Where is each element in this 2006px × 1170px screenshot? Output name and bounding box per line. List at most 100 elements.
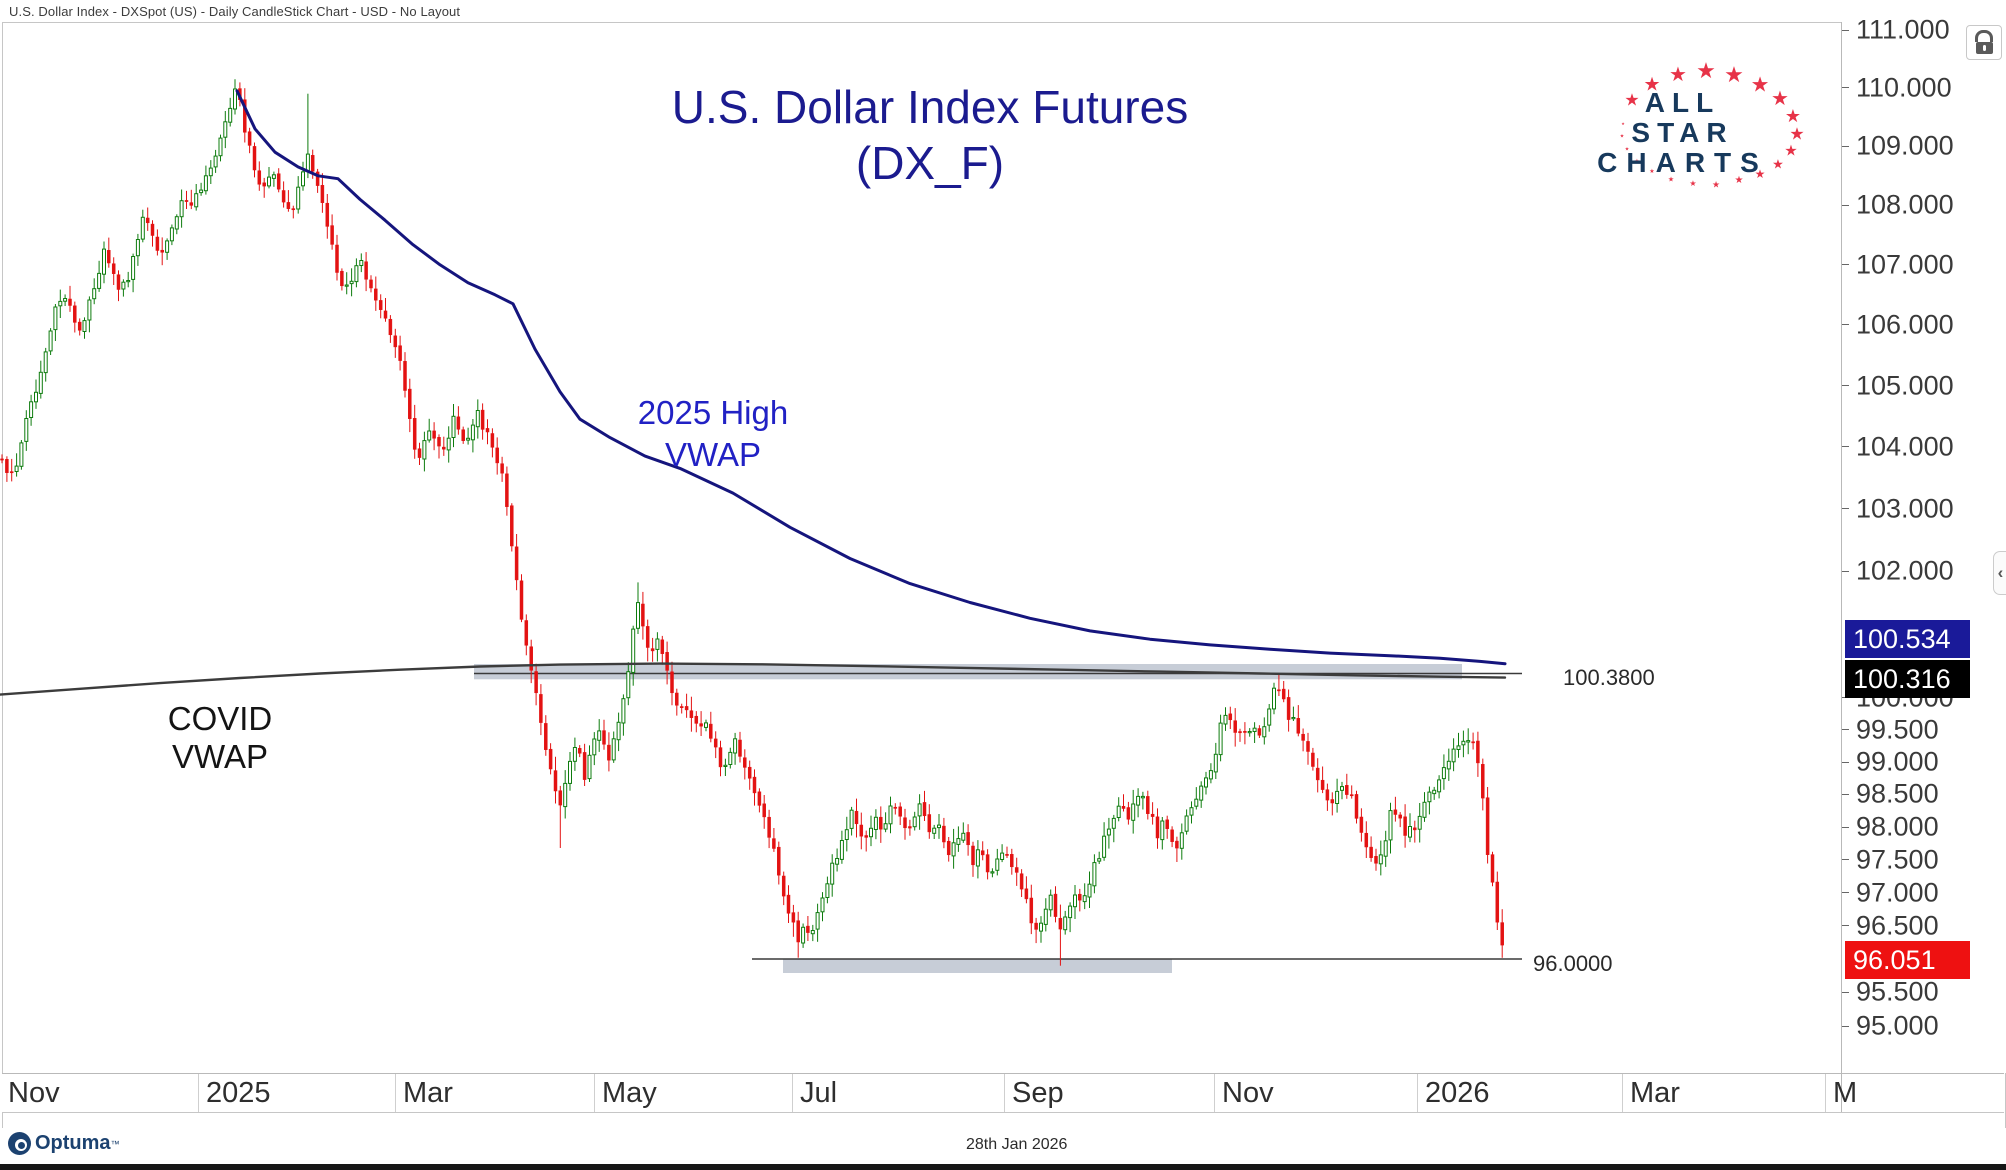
allstarcharts-logo: ★ ★ ★ ★ ★ ★ ★ ★ ★ ★ ★ ★ ★ ★ ★ ★ ★ ★ ★ ★ ★ ALL STAR CHARTS xyxy=(1590,60,1820,195)
price-tick-label: 98.500 xyxy=(1856,778,1939,809)
star-icon: ★ xyxy=(1711,179,1721,190)
price-axis[interactable]: 111.000 110.000 109.000 108.000 107.000 106.0… xyxy=(1841,15,2006,1073)
price-tick xyxy=(1841,1026,1849,1027)
star-icon: ★ xyxy=(1669,64,1687,86)
month-separator xyxy=(1825,1074,1826,1112)
month-separator xyxy=(1214,1074,1215,1112)
star-icon: ★ xyxy=(1734,175,1744,186)
star-icon: ★ xyxy=(1771,88,1789,110)
resistance-level-label[interactable]: 100.3800 xyxy=(1563,665,1655,690)
month-separator xyxy=(792,1074,793,1112)
price-tick-label: 97.500 xyxy=(1856,844,1939,875)
star-icon: ★ xyxy=(1789,124,1805,144)
price-tick xyxy=(1841,324,1849,325)
star-icon: ★ xyxy=(1619,133,1625,140)
price-tick-label: 96.500 xyxy=(1856,910,1939,941)
price-axis-separator xyxy=(1841,22,1842,1112)
price-tick-label: 102.000 xyxy=(1856,555,1954,586)
time-axis[interactable]: Nov 2025 Mar May Jul Sep Nov 2026 Mar M xyxy=(2,1074,1857,1112)
price-tick-label: 106.000 xyxy=(1856,309,1954,340)
chevron-left-icon: ‹ xyxy=(1997,563,2004,582)
chart-title: U.S. Dollar Index Futures (DX_F) xyxy=(560,80,1300,192)
star-icon: ★ xyxy=(1784,106,1802,126)
chart-title-line2: (DX_F) xyxy=(855,137,1005,189)
month-separator xyxy=(1417,1074,1418,1112)
price-tick-label: 99.000 xyxy=(1856,746,1939,777)
star-icon: ★ xyxy=(1621,121,1625,126)
month-label: Jul xyxy=(800,1077,838,1109)
month-label: Nov xyxy=(1222,1077,1274,1109)
optuma-brand[interactable]: Optuma ™ xyxy=(8,1132,120,1155)
price-tick-label: 107.000 xyxy=(1856,249,1954,280)
price-tick xyxy=(1841,729,1849,730)
price-tick-label: 108.000 xyxy=(1856,189,1954,220)
month-label: Mar xyxy=(403,1077,453,1109)
vwap-2025-badge: 100.534 xyxy=(1845,620,1970,658)
optuma-logo-icon xyxy=(8,1132,31,1155)
chart-title-line1: U.S. Dollar Index Futures xyxy=(671,81,1189,133)
star-icon: ★ xyxy=(1784,142,1798,160)
price-tick-label: 98.000 xyxy=(1856,811,1939,842)
price-tick xyxy=(1841,508,1849,509)
price-tick-label: 110.000 xyxy=(1856,72,1952,103)
panel-collapse-tab[interactable]: ‹ xyxy=(1993,551,2006,595)
price-tick xyxy=(1841,385,1849,386)
price-tick xyxy=(1841,571,1849,572)
price-tick-label: 104.000 xyxy=(1856,431,1954,462)
price-tick xyxy=(1841,892,1849,893)
price-tick xyxy=(1841,762,1849,763)
price-tick xyxy=(1841,264,1849,265)
trademark-symbol: ™ xyxy=(110,1138,120,1149)
last-price-badge: 96.051 xyxy=(1845,941,1970,979)
price-tick-label: 97.000 xyxy=(1856,877,1939,908)
month-separator xyxy=(594,1074,595,1112)
lock-icon xyxy=(1975,30,1993,42)
window-bottom-strip xyxy=(0,1164,2006,1170)
month-separator xyxy=(395,1074,396,1112)
month-label: Mar xyxy=(1630,1077,1680,1109)
price-tick-label: 109.000 xyxy=(1856,130,1954,161)
vwap-2025-high-annotation-line1: 2025 High xyxy=(637,394,789,431)
month-label: M xyxy=(1833,1077,1858,1109)
support-level-label[interactable]: 96.0000 xyxy=(1533,951,1613,976)
star-icon: ★ xyxy=(1624,90,1640,110)
price-tick xyxy=(1841,205,1849,206)
covid-vwap-annotation[interactable]: COVID VWAP xyxy=(167,700,273,775)
price-tick xyxy=(1841,925,1849,926)
month-label: 2026 xyxy=(1425,1077,1490,1109)
plot-bottom-border xyxy=(2,1073,2004,1074)
star-icon: ★ xyxy=(1634,159,1640,165)
logo-text-line1: ALL STAR xyxy=(1631,87,1734,148)
price-tick xyxy=(1841,87,1849,88)
star-icon: ★ xyxy=(1754,167,1766,181)
window-title-bar: U.S. Dollar Index - DXSpot (US) - Daily … xyxy=(0,0,2006,22)
price-tick-label: 95.000 xyxy=(1856,1010,1939,1041)
vwap-2025-high-annotation[interactable]: 2025 High VWAP xyxy=(593,392,833,476)
star-icon: ★ xyxy=(1750,73,1770,97)
window-title: U.S. Dollar Index - DXSpot (US) - Daily … xyxy=(9,4,461,19)
star-icon: ★ xyxy=(1643,74,1661,96)
star-icon: ★ xyxy=(1696,58,1716,83)
price-tick xyxy=(1841,827,1849,828)
month-separator xyxy=(1004,1074,1005,1112)
price-tick xyxy=(1841,859,1849,860)
price-tick-label: 95.500 xyxy=(1856,976,1939,1007)
star-icon: ★ xyxy=(1649,169,1655,175)
star-icon: ★ xyxy=(1772,156,1784,172)
covid-vwap-badge: 100.316 xyxy=(1845,660,1970,698)
vwap-2025-high-annotation-line2: VWAP xyxy=(665,436,761,473)
price-tick-label: 99.500 xyxy=(1856,714,1939,745)
star-icon: ★ xyxy=(1689,179,1697,188)
price-tick xyxy=(1841,794,1849,795)
price-tick xyxy=(1841,446,1849,447)
star-icon: ★ xyxy=(1724,62,1744,87)
price-tick xyxy=(1841,30,1849,31)
price-tick-label: 105.000 xyxy=(1856,370,1954,401)
lock-button[interactable] xyxy=(1966,25,2002,60)
star-icon: ★ xyxy=(1667,176,1675,184)
month-label: Sep xyxy=(1012,1077,1064,1109)
chart-frame xyxy=(2,22,2006,1130)
month-label: May xyxy=(602,1077,657,1109)
